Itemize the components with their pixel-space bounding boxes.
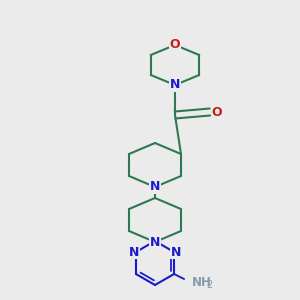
Text: N: N <box>129 245 139 259</box>
Text: N: N <box>150 181 160 194</box>
Text: N: N <box>171 245 181 259</box>
Text: O: O <box>212 106 222 118</box>
Text: NH: NH <box>192 275 212 289</box>
Text: N: N <box>150 236 160 248</box>
Text: O: O <box>170 38 180 52</box>
Text: 2: 2 <box>206 280 212 290</box>
Text: N: N <box>170 79 180 92</box>
